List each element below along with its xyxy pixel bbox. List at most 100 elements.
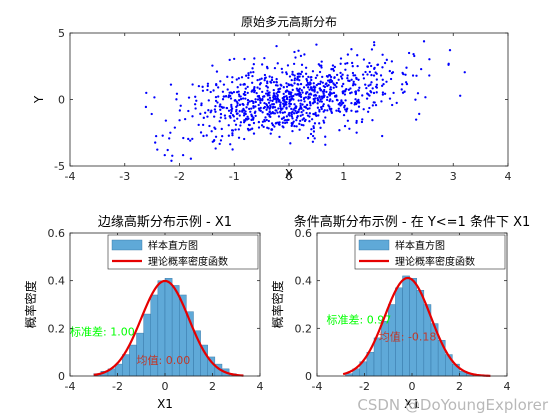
scatter-point	[295, 93, 299, 96]
scatter-point	[424, 96, 427, 99]
y-tick-label: 0.6	[295, 227, 313, 240]
scatter-point	[300, 95, 303, 99]
annotation-0: 标准差: 1.00	[70, 324, 135, 338]
scatter-point	[329, 88, 333, 91]
scatter-point	[334, 94, 337, 98]
scatter-point	[400, 88, 403, 91]
scatter-point	[243, 82, 246, 86]
scatter-point	[276, 84, 279, 87]
scatter-point	[281, 71, 284, 74]
scatter-point	[261, 97, 264, 101]
scatter-point	[269, 132, 272, 135]
scatter-point	[305, 77, 308, 81]
histogram-bar	[129, 344, 137, 377]
scatter-point	[285, 71, 288, 74]
scatter-point	[366, 92, 369, 95]
scatter-point	[215, 70, 219, 73]
scatter-point	[366, 65, 370, 68]
scatter-point	[247, 72, 250, 75]
scatter-point	[345, 108, 349, 111]
scatter-point	[195, 99, 198, 102]
scatter-point	[211, 140, 214, 143]
scatter-point	[243, 93, 246, 96]
scatter-point	[237, 128, 240, 131]
scatter-point	[376, 63, 380, 66]
scatter-point	[353, 74, 357, 77]
scatter-point	[361, 94, 364, 97]
scatter-point	[145, 91, 148, 95]
x-tick-label: -4	[312, 380, 323, 393]
scatter-point	[239, 121, 243, 124]
scatter-point	[258, 97, 261, 100]
scatter-point	[331, 67, 335, 71]
scatter-point	[275, 92, 278, 95]
scatter-point	[329, 75, 333, 79]
scatter-point	[210, 130, 213, 133]
scatter-point	[266, 89, 269, 92]
scatter-point	[252, 100, 255, 103]
scatter-point	[261, 120, 265, 123]
histogram-bar	[409, 278, 417, 377]
scatter-point	[322, 121, 326, 124]
scatter-point	[273, 94, 276, 97]
scatter-point	[415, 74, 418, 77]
scatter-point	[267, 119, 270, 123]
scatter-point	[238, 114, 241, 117]
scatter-point	[250, 114, 254, 118]
scatter-point	[269, 105, 272, 108]
scatter-point	[263, 101, 266, 105]
scatter-point	[242, 121, 246, 124]
scatter-point	[187, 137, 190, 141]
scatter-point	[232, 90, 236, 94]
scatter-point	[296, 89, 299, 92]
scatter-point	[201, 89, 205, 92]
scatter-point	[200, 103, 203, 107]
annotation-1: 均值: -0.18	[379, 330, 437, 343]
scatter-point	[414, 118, 418, 121]
scatter-point	[232, 115, 235, 118]
scatter-point	[299, 106, 302, 110]
scatter-point	[183, 117, 187, 121]
scatter-point	[362, 77, 366, 80]
scatter-point	[231, 148, 234, 151]
scatter-point	[194, 95, 197, 98]
scatter-point	[337, 78, 340, 81]
scatter-point	[343, 124, 347, 128]
scatter-point	[272, 88, 275, 92]
scatter-point	[287, 113, 290, 116]
y-tick-label: 0.2	[48, 322, 66, 335]
scatter-point	[305, 103, 309, 107]
scatter-point	[284, 119, 288, 122]
scatter-point	[228, 58, 231, 62]
scatter-point	[309, 104, 312, 107]
scatter-point	[273, 125, 276, 128]
scatter-point	[390, 60, 394, 63]
scatter-point	[288, 98, 291, 101]
scatter-point	[312, 82, 315, 85]
scatter-point	[340, 77, 344, 80]
scatter-point	[335, 81, 338, 85]
annotation-1: 均值: 0.00	[137, 354, 191, 367]
scatter-point	[286, 118, 289, 122]
scatter-point	[264, 116, 267, 119]
scatter-point	[272, 92, 276, 95]
scatter-point	[265, 118, 268, 122]
scatter-point	[356, 54, 359, 57]
x-tick-label: 2	[395, 170, 402, 183]
scatter-point	[320, 60, 323, 63]
scatter-point	[237, 136, 241, 139]
chart-title: 边缘高斯分布示例 - X1	[98, 214, 232, 230]
scatter-point	[459, 94, 462, 97]
scatter-point	[222, 83, 226, 86]
scatter-point	[296, 75, 299, 79]
scatter-point	[234, 123, 238, 126]
scatter-point	[268, 91, 271, 94]
scatter-point	[390, 71, 394, 75]
scatter-point	[221, 90, 225, 93]
scatter-point	[346, 119, 350, 122]
scatter-point	[251, 127, 254, 130]
scatter-point	[311, 134, 315, 138]
scatter-point	[226, 75, 229, 78]
scatter-point	[325, 90, 328, 94]
scatter-point	[413, 54, 416, 58]
